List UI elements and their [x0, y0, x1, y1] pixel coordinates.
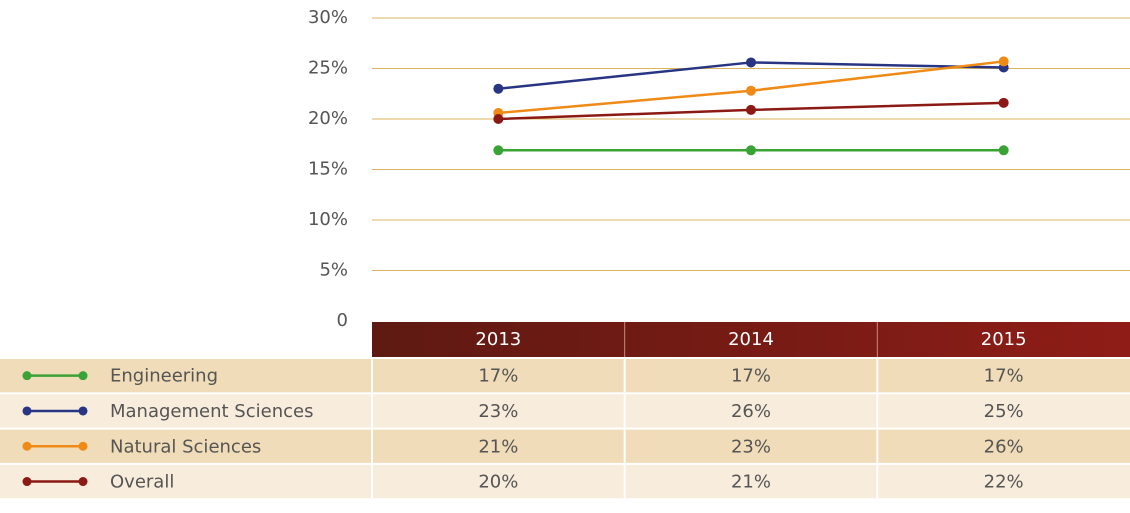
- column-header: 2013: [475, 329, 521, 350]
- y-tick-label: 0: [337, 310, 348, 331]
- legend-dot: [22, 477, 32, 487]
- table-cell: 25%: [984, 401, 1024, 422]
- data-point: [746, 104, 756, 115]
- legend-dot: [22, 371, 32, 381]
- y-tick-label: 30%: [308, 7, 348, 28]
- data-point: [493, 145, 504, 156]
- table-cell: 22%: [984, 472, 1024, 493]
- table-row: [0, 464, 1130, 499]
- y-tick-label: 20%: [308, 108, 348, 129]
- data-point: [998, 56, 1009, 67]
- data-point: [493, 83, 504, 94]
- table-header: [372, 322, 1130, 357]
- y-tick-label: 15%: [308, 159, 348, 180]
- legend-dot: [22, 441, 32, 451]
- table-row: [0, 394, 1130, 428]
- legend-dot: [78, 441, 88, 451]
- legend-dot: [78, 371, 88, 381]
- table-row: [0, 359, 1130, 393]
- legend-label: Overall: [110, 472, 174, 493]
- table-cell: 23%: [731, 436, 771, 457]
- data-point: [746, 57, 756, 68]
- data-point: [493, 114, 504, 124]
- y-tick-label: 25%: [308, 58, 348, 79]
- data-point: [998, 145, 1009, 156]
- table-cell: 26%: [984, 436, 1024, 457]
- legend-dot: [78, 406, 88, 416]
- legend-dot: [78, 477, 88, 487]
- table-cell: 21%: [478, 436, 518, 457]
- table-cell: 17%: [478, 366, 518, 387]
- table-cell: 26%: [731, 401, 771, 422]
- legend-label: Engineering: [110, 366, 218, 387]
- table-cell: 21%: [731, 472, 771, 493]
- table-cell: 17%: [984, 366, 1024, 387]
- table-cell: 17%: [731, 366, 771, 387]
- data-point: [746, 145, 756, 156]
- column-header: 2015: [981, 329, 1027, 350]
- table-cell: 23%: [478, 401, 518, 422]
- data-point: [998, 97, 1009, 108]
- legend-dot: [22, 406, 32, 416]
- data-point: [746, 85, 756, 96]
- table-cell: 20%: [478, 472, 518, 493]
- table-row: [0, 429, 1130, 463]
- column-header: 2014: [728, 329, 774, 350]
- y-tick-label: 5%: [319, 260, 348, 281]
- y-tick-label: 10%: [308, 209, 348, 230]
- legend-label: Natural Sciences: [110, 436, 261, 457]
- legend-label: Management Sciences: [110, 401, 313, 422]
